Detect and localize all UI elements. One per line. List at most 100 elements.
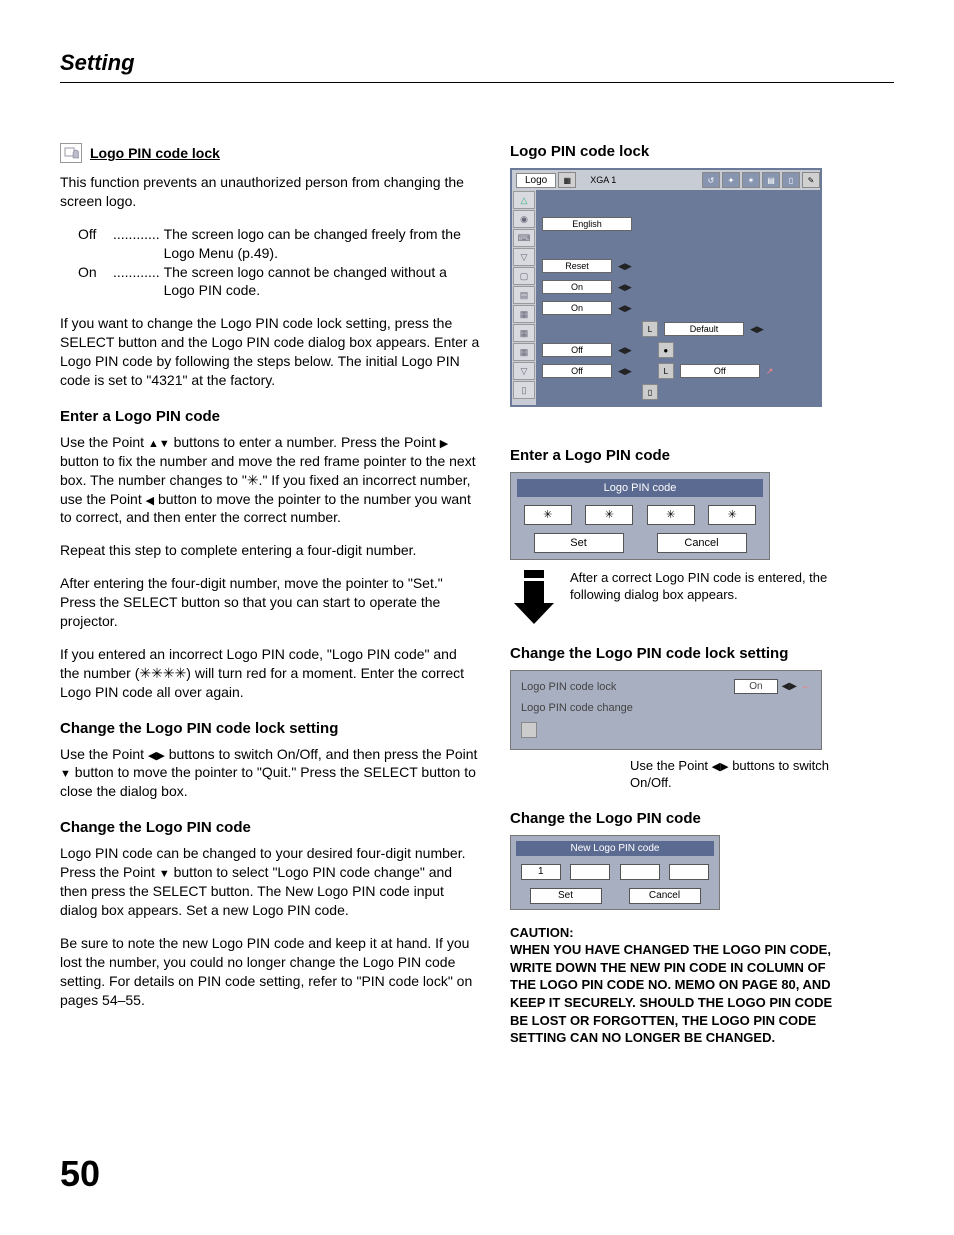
pin-box-1: ✳ — [524, 505, 572, 525]
side-icon-up: △ — [513, 191, 535, 209]
mrow-off2: Off ◀▶ L Off ↗ — [542, 362, 814, 380]
new-pin-dialog: New Logo PIN code 1 Set Cancel — [510, 835, 720, 910]
mrow-quit: ▯ — [642, 383, 814, 401]
cell-off1: Off — [542, 343, 612, 357]
new-pin-boxes: 1 — [516, 864, 714, 880]
pin-cancel-button: Cancel — [657, 533, 747, 553]
sub-icon-quit: ▯ — [642, 384, 658, 400]
lock-row1-val: On — [734, 679, 777, 694]
arrow-caption: After a correct Logo PIN code is entered… — [570, 570, 850, 604]
intro-text: This function prevents an unauthorized p… — [60, 173, 480, 211]
lock-quit-row — [521, 722, 811, 741]
page-number: 50 — [60, 1153, 100, 1195]
def-on: On ............ The screen logo cannot b… — [78, 263, 480, 301]
change-lock-a: Use the Point — [60, 746, 148, 762]
cell-off3: Off — [680, 364, 760, 378]
mrow-english: English — [542, 215, 814, 233]
menu-screenshot: Logo ▦ XGA 1 ↺ ✦ ✶ ▤ ▯ ✎ △ ◉ ⌨ ▽ ▢ — [510, 168, 822, 407]
r-heading-enter: Enter a Logo PIN code — [510, 447, 850, 464]
arrows-default: ◀▶ — [750, 324, 764, 335]
new-pin-title: New Logo PIN code — [516, 841, 714, 856]
new-pin-cancel: Cancel — [629, 888, 701, 904]
side-icon-6: ▤ — [513, 286, 535, 304]
menu-chip-3: ✶ — [742, 172, 760, 188]
menu-chip-1: ↺ — [702, 172, 720, 188]
leftright-icon: ◀▶ — [148, 749, 165, 764]
cell-english: English — [542, 217, 632, 231]
change-lock-b: buttons to switch On/Off, and then press… — [165, 746, 478, 762]
side-icon-8: ▦ — [513, 324, 535, 342]
mrow-off1: Off ◀▶ ● — [542, 341, 814, 359]
change-pin-p2: Be sure to note the new Logo PIN code an… — [60, 934, 480, 1010]
mrow-spacer2 — [542, 236, 814, 254]
lock-row1-label: Logo PIN code lock — [521, 681, 616, 693]
leftright-icon-2: ◀▶ — [712, 760, 729, 774]
change-pin-p1: Logo PIN code can be changed to your des… — [60, 844, 480, 920]
side-icon-5: ▢ — [513, 267, 535, 285]
def-on-label: On — [78, 263, 113, 301]
pin-boxes: ✳ ✳ ✳ ✳ — [517, 505, 763, 525]
logo-lock-icon — [60, 143, 82, 163]
heading-enter-pin: Enter a Logo PIN code — [60, 408, 480, 425]
arrows-on1: ◀▶ — [618, 282, 632, 293]
lock-caption-a: Use the Point — [630, 758, 712, 773]
lock-pointer: ← — [801, 681, 811, 692]
caution-body: WHEN YOU HAVE CHANGED THE LOGO PIN CODE,… — [510, 942, 832, 1045]
caution-label: CAUTION: — [510, 925, 574, 940]
side-icon-down: ▽ — [513, 362, 535, 380]
menu-top-mode: XGA 1 — [590, 175, 616, 185]
menu-chip-2: ✦ — [722, 172, 740, 188]
r-heading-change-lock: Change the Logo PIN code lock setting — [510, 645, 850, 662]
title-rule — [60, 82, 894, 83]
mrow-on1: On ◀▶ — [542, 278, 814, 296]
lock-row-1: Logo PIN code lock On ◀▶ ← — [521, 679, 811, 694]
menu-chip-4: ▤ — [762, 172, 780, 188]
arrows-reset: ◀▶ — [618, 261, 632, 272]
change-lock-c: button to move the pointer to "Quit." Pr… — [60, 764, 476, 799]
down-icon: ▼ — [60, 767, 71, 782]
sub-icon-l: L — [642, 321, 658, 337]
menu-top-icon: ▦ — [558, 172, 576, 188]
para-change-setting: If you want to change the Logo PIN code … — [60, 314, 480, 390]
new-pin-set: Set — [530, 888, 602, 904]
pin-dialog: Logo PIN code ✳ ✳ ✳ ✳ Set Cancel — [510, 472, 770, 560]
enter-p1b: buttons to enter a number. Press the Poi… — [170, 434, 440, 450]
arrows-on2: ◀▶ — [618, 303, 632, 314]
cell-default: Default — [664, 322, 744, 336]
pin-box-4: ✳ — [708, 505, 756, 525]
pin-set-button: Set — [534, 533, 624, 553]
mrow-default: L Default ◀▶ — [642, 320, 814, 338]
left-column: Logo PIN code lock This function prevent… — [60, 143, 480, 1047]
arrow-red: ↗ — [766, 366, 774, 377]
sub-icon-lock: L — [658, 363, 674, 379]
lock-row2-label: Logo PIN code change — [521, 702, 633, 714]
enter-p3: After entering the four-digit number, mo… — [60, 574, 480, 631]
mrow-reset: Reset ◀▶ — [542, 257, 814, 275]
updown-icon: ▲▼ — [148, 437, 170, 452]
def-off: Off ............ The screen logo can be … — [78, 225, 480, 263]
side-icon-7: ▦ — [513, 305, 535, 323]
left-icon: ◀ — [146, 494, 154, 509]
lock-caption: Use the Point ◀▶ buttons to switch On/Of… — [630, 758, 830, 792]
down-arrow-icon — [510, 570, 558, 631]
definition-list: Off ............ The screen logo can be … — [78, 225, 480, 301]
side-icon-9: ▦ — [513, 343, 535, 361]
def-on-dots: ............ — [113, 263, 160, 301]
def-off-label: Off — [78, 225, 113, 263]
content-columns: Logo PIN code lock This function prevent… — [60, 143, 894, 1047]
lock-arrows: ◀▶ — [782, 681, 797, 692]
mrow-spacer — [542, 194, 814, 212]
sub-icon-dot: ● — [658, 342, 674, 358]
menu-chip-6: ✎ — [802, 172, 820, 188]
cell-reset: Reset — [542, 259, 612, 273]
menu-body: △ ◉ ⌨ ▽ ▢ ▤ ▦ ▦ ▦ ▽ ▯ English — [512, 190, 820, 405]
lock-row-2: Logo PIN code change — [521, 702, 811, 714]
side-icon-3: ⌨ — [513, 229, 535, 247]
enter-p1: Use the Point ▲▼ buttons to enter a numb… — [60, 433, 480, 527]
enter-p4: If you entered an incorrect Logo PIN cod… — [60, 645, 480, 702]
def-off-dots: ............ — [113, 225, 160, 263]
right-column: Logo PIN code lock Logo ▦ XGA 1 ↺ ✦ ✶ ▤ … — [510, 143, 850, 1047]
arrow-caption-block: After a correct Logo PIN code is entered… — [510, 570, 850, 631]
r-heading-logo-lock: Logo PIN code lock — [510, 143, 850, 160]
pin-box-2: ✳ — [585, 505, 633, 525]
